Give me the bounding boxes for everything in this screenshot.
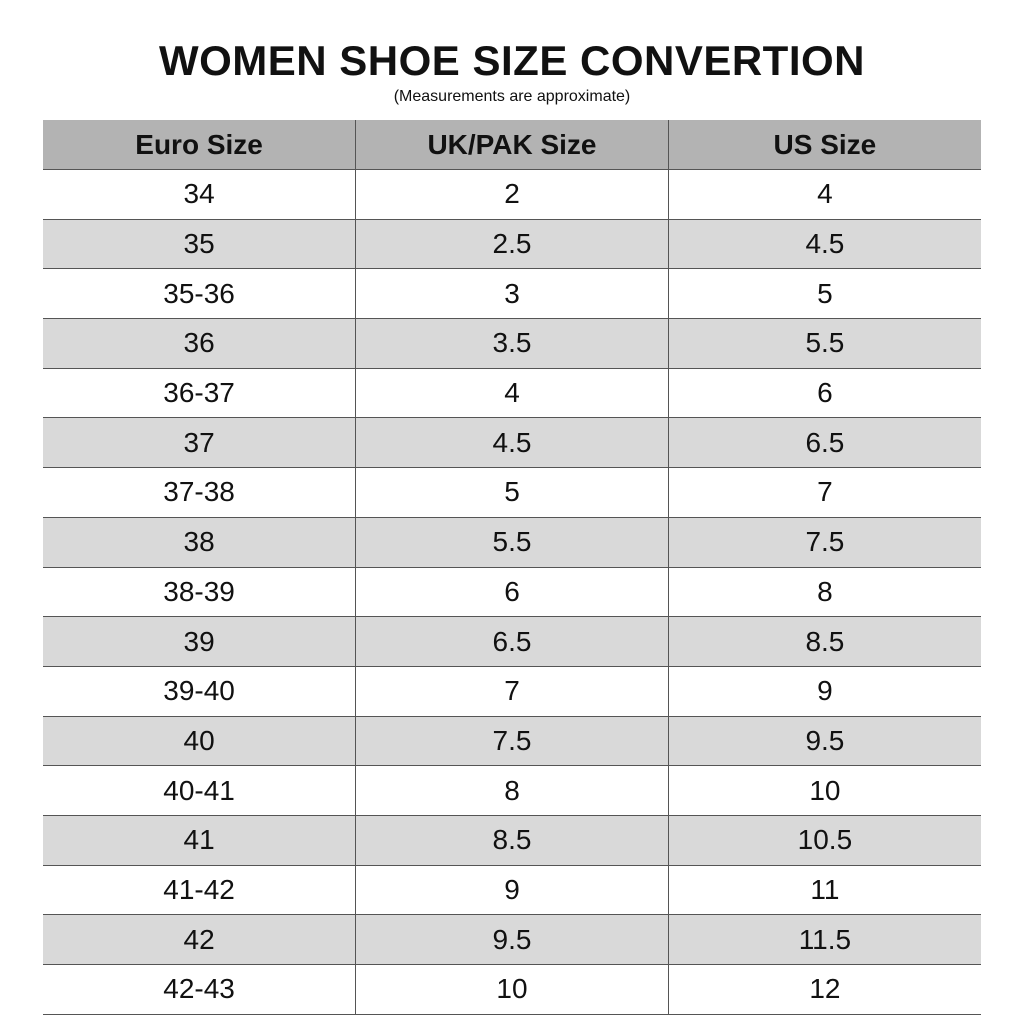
table-row: 37-38 5 7 xyxy=(43,467,981,518)
table-cell: 11.5 xyxy=(667,914,981,965)
table-cell: 38 xyxy=(43,516,357,568)
table-cell: 10 xyxy=(667,765,981,816)
table-cell: 39-40 xyxy=(43,665,357,717)
table-row: 38-39 6 8 xyxy=(43,566,981,618)
table-cell: 8 xyxy=(667,566,981,618)
table-cell: 7 xyxy=(667,467,981,518)
table-row: 35-36 3 5 xyxy=(43,268,981,320)
table-row: 42 9.5 11.5 xyxy=(43,914,981,965)
table-row: 42-43 10 12 xyxy=(43,964,981,1015)
table-cell: 4 xyxy=(667,169,981,220)
table-cell: 2.5 xyxy=(355,218,669,270)
table-cell: 5.5 xyxy=(355,516,669,568)
table-row: 39 6.5 8.5 xyxy=(43,616,981,667)
table-cell: 34 xyxy=(43,169,357,220)
table-cell: 12 xyxy=(667,964,981,1015)
table-cell: 3 xyxy=(355,268,669,320)
table-cell: 36 xyxy=(43,318,357,369)
table-cell: 10 xyxy=(355,964,669,1015)
table-cell: 5.5 xyxy=(667,318,981,369)
table-cell: 39 xyxy=(43,616,357,667)
table-cell: 36-37 xyxy=(43,367,357,419)
table-row: 34 2 4 xyxy=(43,169,981,220)
table-cell: 6.5 xyxy=(667,417,981,469)
table-cell: 4.5 xyxy=(667,218,981,270)
table-cell: 38-39 xyxy=(43,566,357,618)
table-cell: 42-43 xyxy=(43,964,357,1015)
table-cell: 9.5 xyxy=(355,914,669,965)
table-row: 37 4.5 6.5 xyxy=(43,417,981,469)
table-cell: 3.5 xyxy=(355,318,669,369)
table-cell: 4 xyxy=(355,367,669,419)
column-header: US Size xyxy=(667,120,981,170)
table-row: 40 7.5 9.5 xyxy=(43,715,981,767)
table-cell: 9 xyxy=(667,665,981,717)
table-row: 35 2.5 4.5 xyxy=(43,218,981,270)
header-row: Euro Size UK/PAK Size US Size xyxy=(43,120,981,170)
table-cell: 9.5 xyxy=(667,715,981,767)
table-cell: 6 xyxy=(355,566,669,618)
table-row: 41-42 9 11 xyxy=(43,864,981,916)
table-cell: 35 xyxy=(43,218,357,270)
table-cell: 10.5 xyxy=(667,814,981,866)
table-cell: 11 xyxy=(667,864,981,916)
table-cell: 9 xyxy=(355,864,669,916)
table-cell: 5 xyxy=(667,268,981,320)
table-cell: 41-42 xyxy=(43,864,357,916)
table-cell: 40-41 xyxy=(43,765,357,816)
table-row: 41 8.5 10.5 xyxy=(43,814,981,866)
table-cell: 42 xyxy=(43,914,357,965)
table-head: Euro Size UK/PAK Size US Size xyxy=(43,120,981,170)
table-row: 40-41 8 10 xyxy=(43,765,981,816)
table-cell: 40 xyxy=(43,715,357,767)
table-cell: 35-36 xyxy=(43,268,357,320)
table-cell: 7 xyxy=(355,665,669,717)
table-cell: 6 xyxy=(667,367,981,419)
table-body: 34 2 4 35 2.5 4.5 35-36 3 5 36 3.5 5.5 36-37 4 6 37 4.5 6… xyxy=(43,169,981,1015)
subtitle: (Measurements are approximate) xyxy=(393,88,631,105)
table-cell: 8.5 xyxy=(355,814,669,866)
table-row: 36-37 4 6 xyxy=(43,367,981,419)
table-cell: 7.5 xyxy=(667,516,981,568)
table-row: 36 3.5 5.5 xyxy=(43,318,981,369)
table-cell: 37 xyxy=(43,417,357,469)
table-cell: 41 xyxy=(43,814,357,866)
table-cell: 8.5 xyxy=(667,616,981,667)
table-cell: 6.5 xyxy=(355,616,669,667)
size-table: Euro Size UK/PAK Size US Size 34 2 4 35 2.5 4.5… xyxy=(43,120,981,1015)
column-header: Euro Size xyxy=(43,120,357,170)
table-cell: 4.5 xyxy=(355,417,669,469)
table-cell: 7.5 xyxy=(355,715,669,767)
table-cell: 8 xyxy=(355,765,669,816)
table-row: 38 5.5 7.5 xyxy=(43,516,981,568)
column-header: UK/PAK Size xyxy=(355,120,669,170)
table-cell: 37-38 xyxy=(43,467,357,518)
title: WOMEN SHOE SIZE CONVERTION xyxy=(158,37,866,84)
table-cell: 5 xyxy=(355,467,669,518)
table-row: 39-40 7 9 xyxy=(43,665,981,717)
table-cell: 2 xyxy=(355,169,669,220)
